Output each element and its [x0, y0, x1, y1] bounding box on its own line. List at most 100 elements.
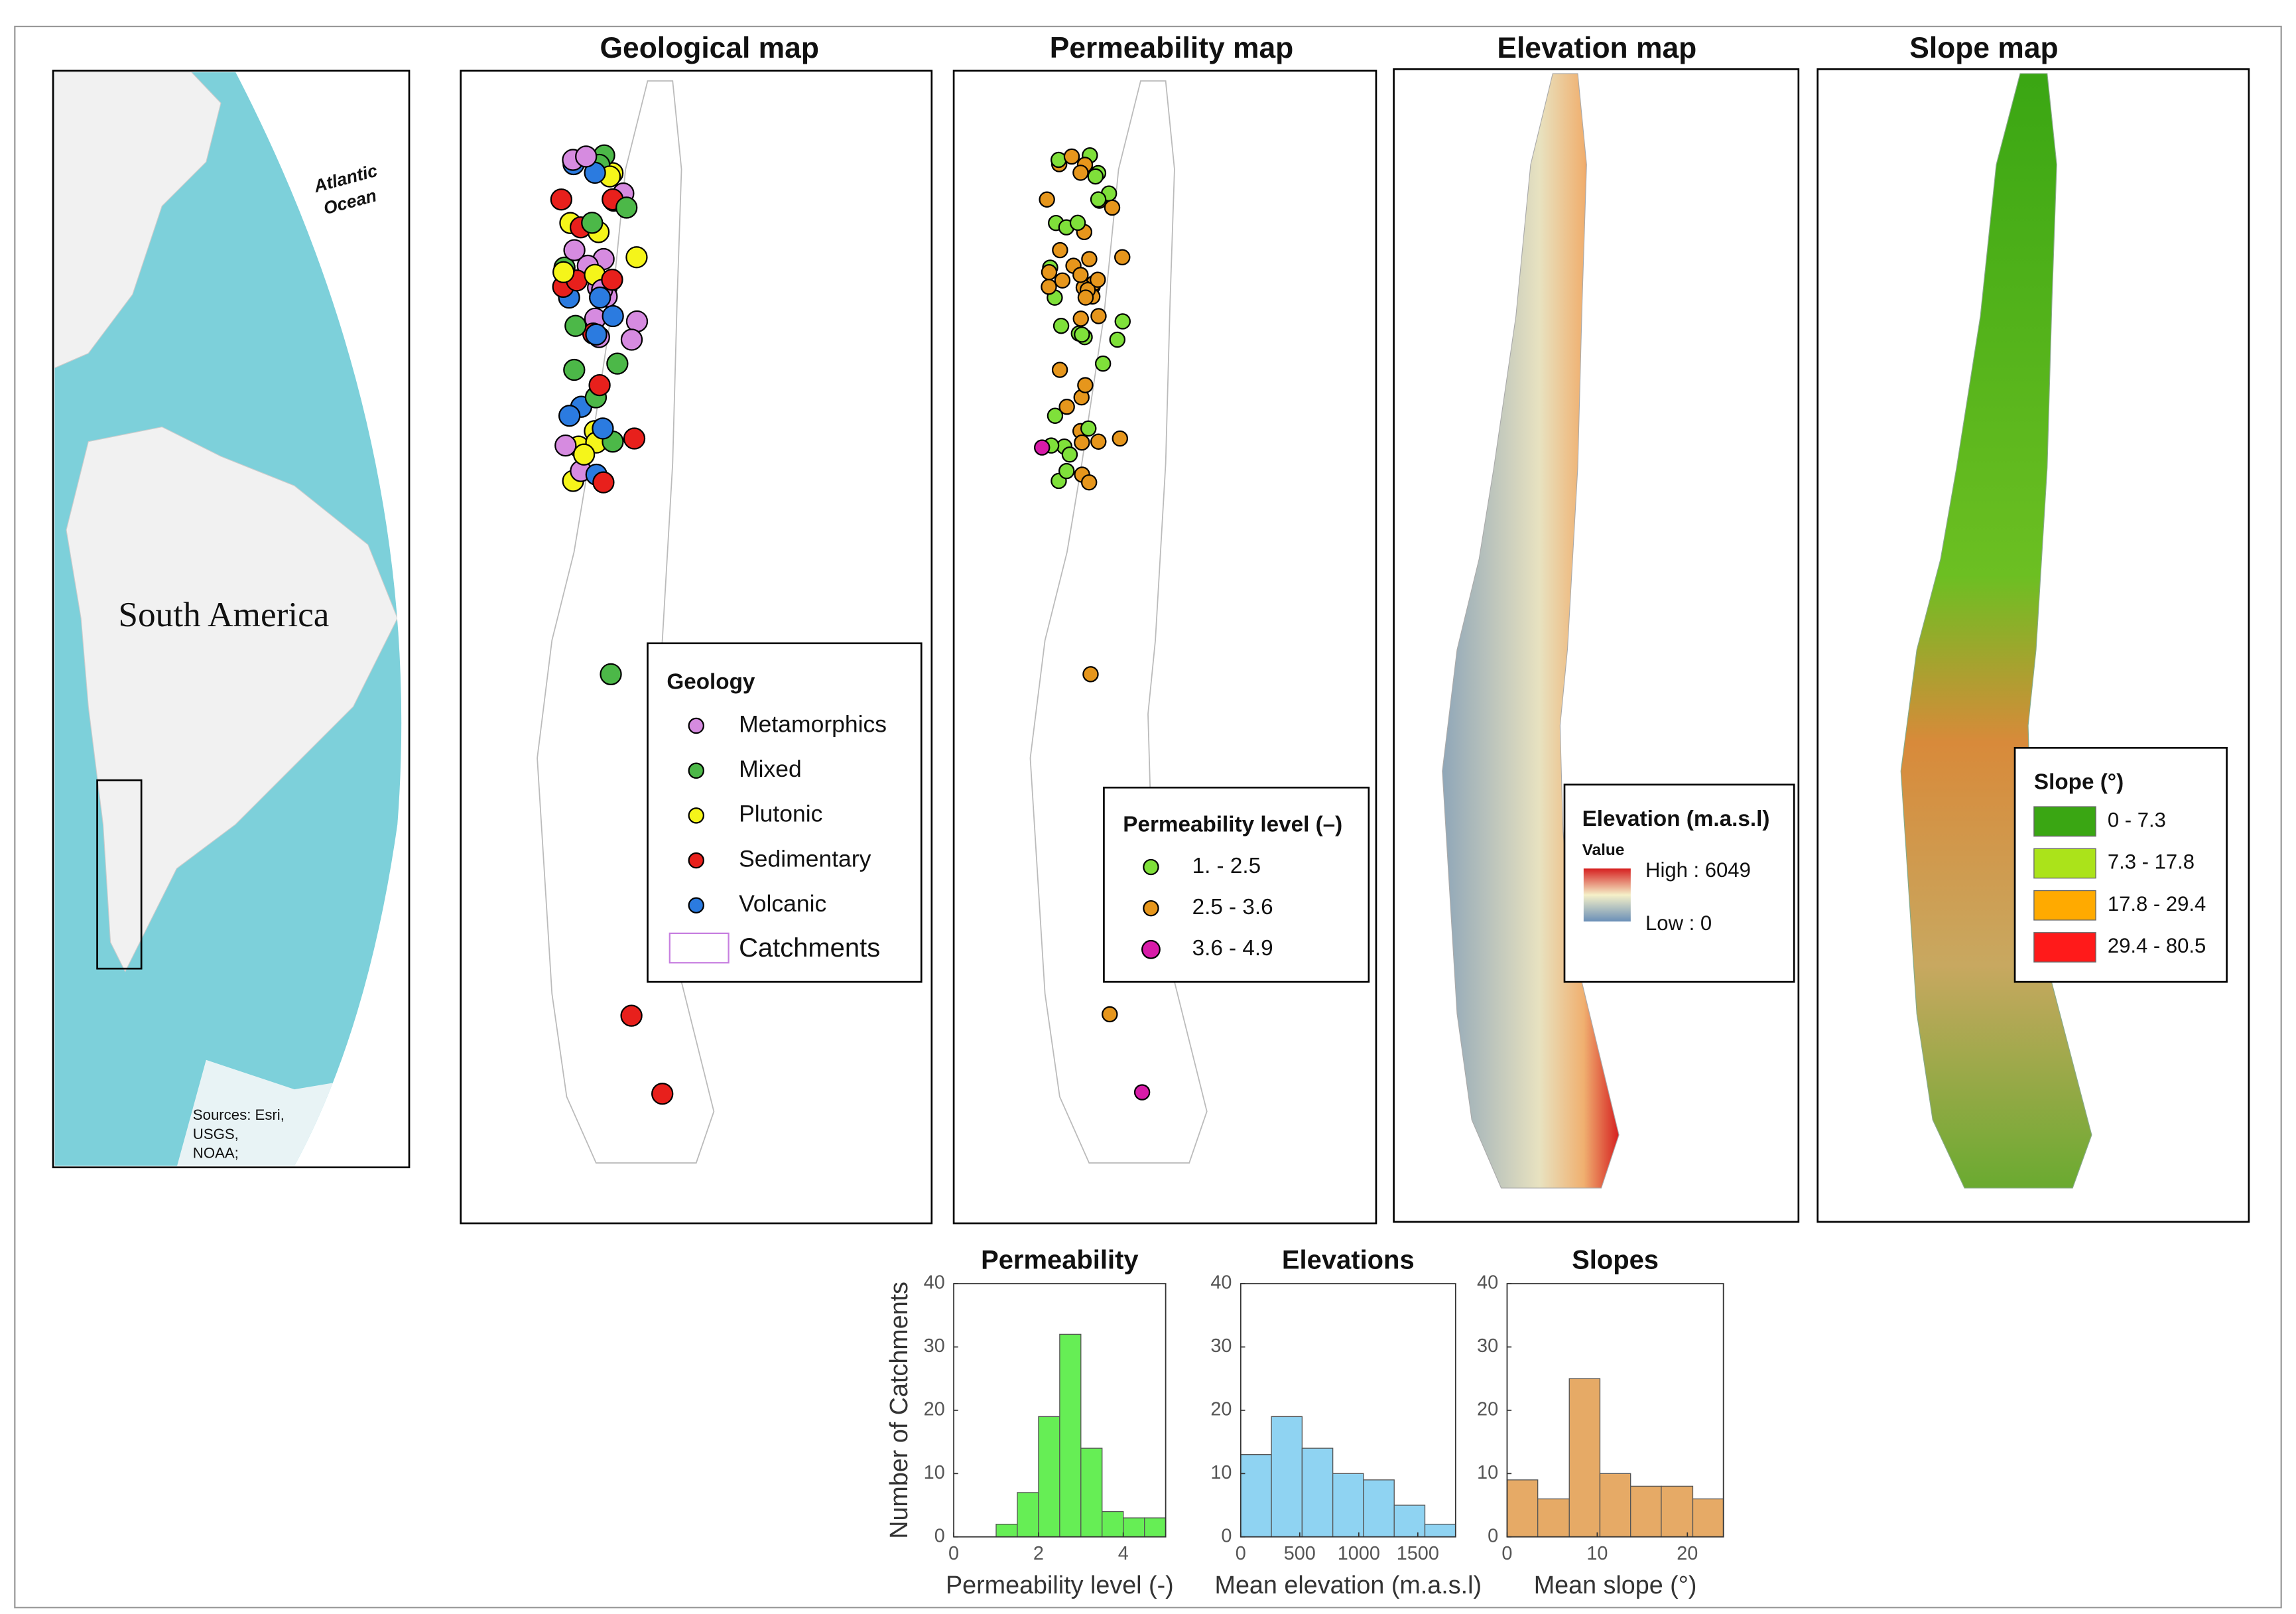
x-tick-label: 1500: [1397, 1543, 1439, 1564]
legend-label: 17.8 - 29.4: [2108, 892, 2206, 915]
y-tick-label: 40: [1477, 1272, 1498, 1294]
site-marker: [1077, 289, 1094, 306]
y-tick-label: 20: [924, 1399, 945, 1420]
site-marker: [1087, 168, 1104, 185]
site-marker: [1061, 446, 1078, 463]
bar: [1102, 1511, 1124, 1538]
y-tick-label: 30: [1477, 1335, 1498, 1357]
legend-title: Elevation (m.a.s.l): [1582, 807, 1770, 831]
bar: [1363, 1479, 1395, 1538]
y-tick-label: 0: [1221, 1525, 1232, 1546]
site-marker: [1090, 271, 1106, 288]
map-title: Permeability map: [1050, 32, 1293, 64]
site-marker: [1047, 407, 1064, 424]
map-title: Elevation map: [1497, 32, 1696, 64]
x-tick-label: 10: [1586, 1543, 1608, 1564]
legend-marker: [688, 807, 704, 824]
legend-label: Volcanic: [739, 890, 826, 917]
site-marker: [1080, 420, 1097, 437]
site-marker: [563, 358, 586, 381]
site-marker: [1080, 474, 1098, 491]
site-marker: [550, 188, 572, 211]
site-marker: [620, 328, 643, 351]
continent-label: South America: [118, 595, 329, 634]
sources: Sources: Esri,: [193, 1107, 285, 1123]
site-marker: [575, 145, 598, 168]
site-marker: [585, 323, 607, 346]
site-marker: [1039, 191, 1055, 208]
y-axis-label: Number of Catchments: [885, 1282, 913, 1539]
legend-label: Plutonic: [739, 801, 822, 827]
bar: [1661, 1485, 1694, 1538]
bar: [1568, 1378, 1601, 1538]
legend-title: Geology: [667, 669, 755, 694]
site-marker: [1052, 241, 1068, 259]
bar: [995, 1523, 1018, 1538]
site-marker: [1072, 165, 1089, 181]
site-marker: [592, 417, 614, 440]
legend-label: Low : 0: [1645, 911, 1712, 935]
legend-marker: [688, 852, 704, 869]
site-marker: [1090, 191, 1107, 208]
legend-swatch: [2033, 806, 2096, 837]
legend-marker: [1141, 939, 1161, 959]
map-title: Slope map: [1909, 32, 2058, 64]
site-marker: [581, 212, 604, 234]
x-tick-label: 0: [1236, 1543, 1246, 1564]
y-tick-label: 30: [924, 1335, 945, 1357]
site-marker: [1109, 331, 1125, 348]
y-tick-label: 20: [1477, 1399, 1498, 1420]
site-marker: [1072, 310, 1089, 327]
legend-title: Slope (°): [2034, 770, 2124, 794]
site-marker: [554, 434, 577, 457]
site-marker: [1041, 279, 1057, 295]
legend-marker: [688, 762, 704, 779]
x-axis-label: Permeability level (-): [946, 1571, 1174, 1599]
x-tick-label: 0: [1501, 1543, 1512, 1564]
legend-label: High : 6049: [1645, 858, 1751, 882]
legend-label: 7.3 - 17.8: [2108, 850, 2195, 874]
site-marker: [623, 427, 646, 450]
y-tick-label: 20: [1210, 1399, 1232, 1420]
site-marker: [563, 239, 586, 261]
outer-frame: [14, 25, 2282, 1609]
bar: [1424, 1523, 1456, 1538]
bar: [1599, 1473, 1631, 1538]
site-marker: [1054, 272, 1071, 289]
legend-label: 1. - 2.5: [1192, 854, 1261, 878]
site-marker: [1133, 1084, 1151, 1101]
legend-title: Permeability level (–): [1123, 813, 1342, 837]
bar: [1301, 1447, 1334, 1538]
legend-label: 0 - 7.3: [2108, 808, 2166, 831]
y-tick-label: 0: [934, 1525, 945, 1546]
bar: [1629, 1485, 1662, 1538]
site-marker: [1051, 151, 1067, 168]
site-marker: [1114, 313, 1131, 330]
site-marker: [1069, 214, 1086, 232]
legend-swatch: [2033, 890, 2096, 921]
chart-title: Slopes: [1572, 1245, 1659, 1274]
x-tick-label: 500: [1284, 1543, 1316, 1564]
y-tick-label: 10: [924, 1462, 945, 1483]
legend-marker: [688, 717, 704, 734]
x-tick-label: 0: [948, 1543, 959, 1564]
site-marker: [1074, 326, 1090, 343]
x-tick-label: 4: [1118, 1543, 1129, 1564]
sources: NOAA;: [193, 1145, 239, 1162]
site-marker: [573, 443, 596, 466]
bar: [1692, 1498, 1724, 1538]
site-marker: [600, 663, 622, 685]
legend-marker: [1143, 900, 1159, 917]
legend-swatch: [2033, 932, 2096, 963]
y-tick-label: 30: [1210, 1335, 1232, 1357]
site-marker: [588, 373, 611, 397]
site-marker: [1112, 430, 1128, 447]
bar: [1080, 1447, 1103, 1538]
plot-frame: [1506, 1283, 1724, 1538]
site-marker: [1082, 666, 1099, 683]
site-marker: [601, 269, 623, 291]
site-marker: [552, 261, 575, 283]
site-marker: [1081, 251, 1098, 267]
bar: [1393, 1505, 1426, 1538]
y-tick-label: 40: [924, 1272, 945, 1294]
